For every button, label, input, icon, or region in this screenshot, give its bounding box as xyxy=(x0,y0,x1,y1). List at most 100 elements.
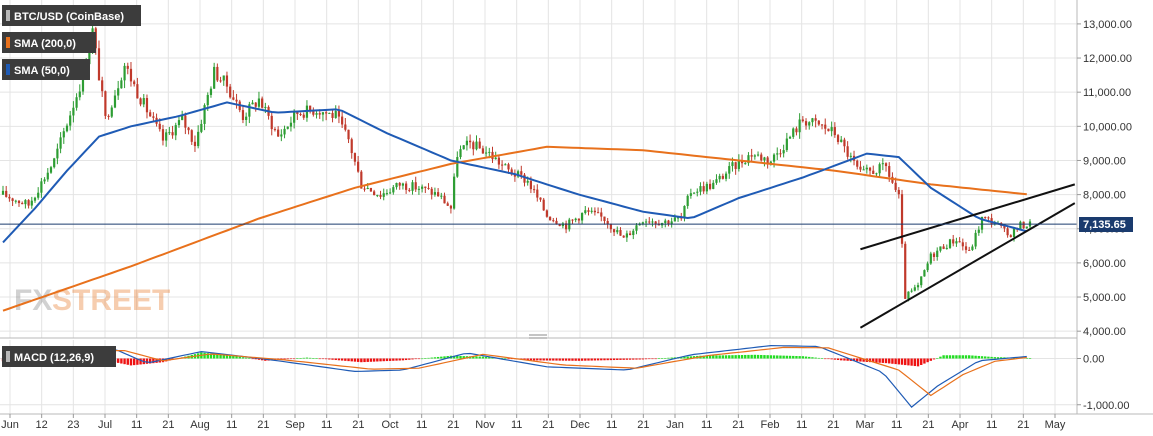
macd-histogram-bar xyxy=(862,358,865,362)
candle-body xyxy=(750,155,753,157)
macd-histogram-bar xyxy=(436,356,440,359)
macd-histogram-bar xyxy=(961,355,965,359)
macd-histogram-bar xyxy=(824,358,827,360)
candle-body xyxy=(980,216,984,230)
macd-histogram-bar xyxy=(843,358,846,361)
candle-body xyxy=(676,217,680,219)
candle-body xyxy=(88,48,91,65)
candle-body xyxy=(628,233,632,236)
macd-histogram-bar xyxy=(660,358,664,359)
macd-histogram-bar xyxy=(987,356,990,359)
legend-sma200[interactable]: SMA (200,0) xyxy=(2,32,96,53)
candle-body xyxy=(702,186,705,192)
candle-body xyxy=(200,123,203,132)
macd-histogram-bar xyxy=(446,356,449,359)
candle-body xyxy=(840,139,843,142)
x-tick-label: 21 xyxy=(352,419,364,431)
macd-histogram-bar xyxy=(667,357,670,359)
candle-body xyxy=(766,157,769,163)
macd-histogram-bar xyxy=(763,355,766,359)
candle-body xyxy=(456,157,459,177)
candle-body xyxy=(603,216,606,221)
candle-body xyxy=(421,186,424,189)
candle-body xyxy=(8,196,11,199)
candle-body xyxy=(532,189,536,191)
candle-body xyxy=(958,241,961,243)
candle-body xyxy=(129,68,133,82)
macd-histogram-bar xyxy=(344,358,347,361)
candle-body xyxy=(241,110,245,120)
macd-histogram-bar xyxy=(526,358,529,361)
macd-histogram-bar xyxy=(564,358,568,361)
candle-body xyxy=(971,246,974,250)
macd-histogram-bar xyxy=(852,358,856,362)
candle-body xyxy=(501,164,504,166)
candle-body xyxy=(193,141,197,147)
macd-histogram-bar xyxy=(590,358,593,361)
candle-body xyxy=(699,186,702,192)
macd-histogram-bar xyxy=(228,355,232,359)
candle-body xyxy=(462,145,465,150)
candle-body xyxy=(683,205,686,218)
macd-histogram-bar xyxy=(654,358,657,360)
macd-histogram-bar xyxy=(632,358,635,360)
macd-histogram-bar xyxy=(718,355,721,359)
legend-macd[interactable]: MACD (12,26,9) xyxy=(2,346,116,367)
macd-histogram-bar xyxy=(440,356,443,359)
macd-histogram-bar xyxy=(769,355,773,359)
macd-histogram-bar xyxy=(574,358,577,361)
x-tick-label: Jul xyxy=(98,419,112,431)
macd-histogram-bar xyxy=(616,358,619,360)
candle-body xyxy=(289,122,293,127)
candle-body xyxy=(133,81,136,85)
macd-histogram-bar xyxy=(286,358,289,360)
candle-body xyxy=(836,135,840,142)
macd-histogram-bar xyxy=(702,355,705,359)
macd-histogram-bar xyxy=(443,356,446,359)
candle-body xyxy=(401,183,405,186)
candle-body xyxy=(590,210,593,212)
macd-histogram-bar xyxy=(884,358,888,364)
candle-body xyxy=(251,102,254,105)
macd-histogram-bar xyxy=(600,358,603,361)
candle-body xyxy=(577,218,580,221)
pane-resize-handle[interactable] xyxy=(529,334,547,339)
macd-histogram-bar xyxy=(715,355,718,359)
macd-histogram-bar xyxy=(680,356,683,359)
candle-body xyxy=(507,164,510,170)
x-tick-label: 21 xyxy=(257,419,269,431)
macd-histogram-bar xyxy=(507,358,510,360)
macd-histogram-bar xyxy=(584,358,587,361)
macd-histogram-bar xyxy=(609,358,613,361)
macd-histogram-bar xyxy=(638,358,641,360)
x-tick-label: Jun xyxy=(1,419,19,431)
candle-body xyxy=(596,212,600,214)
macd-histogram-bar xyxy=(356,358,360,362)
candle-body xyxy=(120,80,123,89)
legend-sma50[interactable]: SMA (50,0) xyxy=(2,59,90,80)
candle-body xyxy=(37,192,40,198)
macd-histogram-bar xyxy=(577,358,581,361)
macd-histogram-bar xyxy=(750,354,753,359)
macd-histogram-bar xyxy=(251,358,254,360)
macd-histogram-bar xyxy=(910,358,913,366)
candle-body xyxy=(1012,228,1016,237)
candle-body xyxy=(485,152,488,154)
x-tick-label: 21 xyxy=(162,419,174,431)
macd-histogram-bar xyxy=(452,355,456,359)
candle-body xyxy=(721,175,724,179)
candle-body xyxy=(916,285,920,288)
candle-body xyxy=(724,173,728,179)
macd-histogram-bar xyxy=(1025,357,1029,359)
candle-body xyxy=(945,247,948,249)
macd-histogram-bar xyxy=(302,357,305,359)
legend-main[interactable]: BTC/USD (CoinBase) xyxy=(2,5,141,26)
macd-histogram-bar xyxy=(536,358,539,361)
macd-histogram-bar xyxy=(244,357,248,359)
candle-body xyxy=(888,166,891,177)
macd-histogram-bar xyxy=(801,356,805,359)
candle-body xyxy=(382,193,385,197)
macd-histogram-bar xyxy=(558,358,561,361)
candle-body xyxy=(913,287,916,291)
macd-histogram-bar xyxy=(705,355,709,359)
